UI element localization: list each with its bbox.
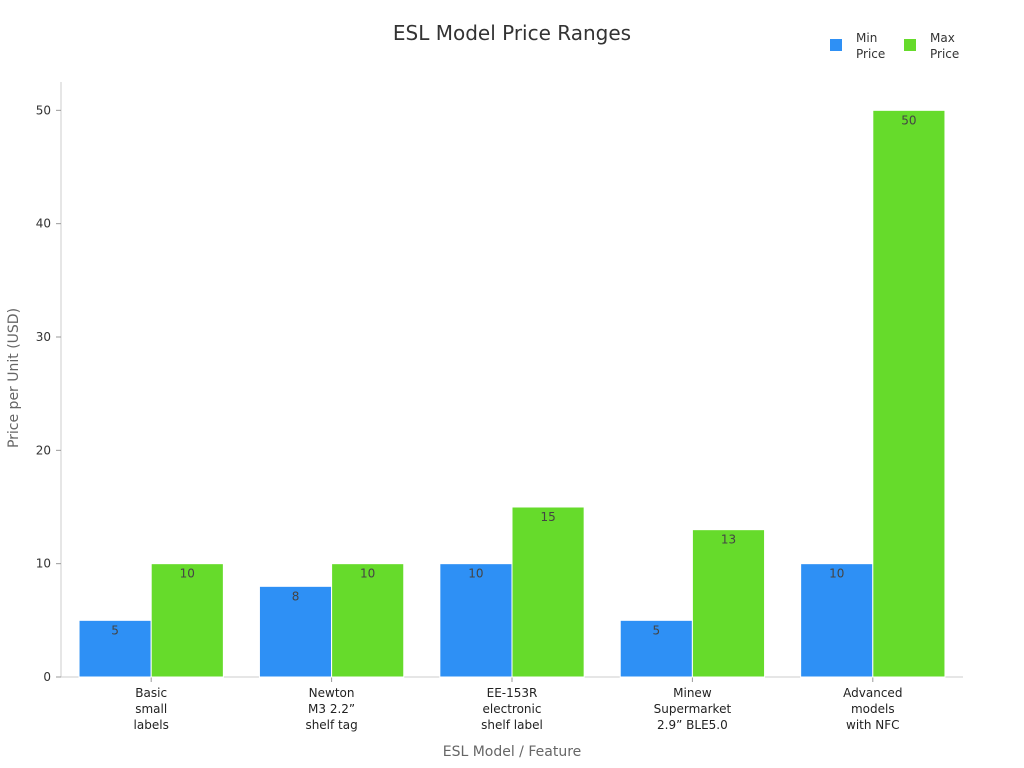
bar-value-label: 10 (360, 567, 375, 581)
x-tick-label: models (851, 702, 895, 716)
x-tick-label: labels (134, 718, 169, 732)
legend-swatch (904, 39, 916, 51)
x-tick-label: Supermarket (654, 702, 732, 716)
data-labels-group: 5 10 8 10 10 15 5 13 10 50 (111, 113, 916, 637)
bar-value-label: 15 (540, 510, 555, 524)
bar-value-label: 10 (829, 567, 844, 581)
x-tick-label: M3 2.2” (308, 702, 355, 716)
bar-value-label: 13 (721, 533, 736, 547)
legend-label: Max (930, 31, 955, 45)
x-axis: Basic small labels Newton M3 2.2” shelf tag EE… (61, 676, 963, 732)
y-axis: 0 10 20 30 40 50 (36, 82, 62, 684)
bar-value-label: 10 (180, 567, 195, 581)
y-tick-label: 30 (36, 330, 51, 344)
bar-value-label: 5 (652, 623, 660, 637)
x-tick-label: shelf tag (305, 718, 357, 732)
legend-label: Min (856, 31, 877, 45)
bar-value-label: 50 (901, 113, 916, 127)
bar-value-label: 8 (292, 589, 300, 603)
x-tick-label: shelf label (481, 718, 543, 732)
legend-label: Price (856, 47, 885, 61)
bar-value-label: 5 (111, 623, 119, 637)
bar (691, 529, 766, 678)
x-tick-label: electronic (483, 702, 542, 716)
y-tick-label: 10 (36, 557, 51, 571)
x-tick-label: Basic (135, 686, 167, 700)
bar (331, 563, 405, 678)
y-axis-title: Price per Unit (USD) (6, 308, 22, 448)
y-tick-label: 40 (36, 217, 51, 231)
chart-title: ESL Model Price Ranges (393, 21, 631, 45)
bar (511, 506, 585, 678)
bar (619, 619, 693, 678)
chart-legend: Min Price Max Price (830, 31, 959, 61)
bar (150, 563, 224, 678)
legend-swatch (830, 39, 842, 51)
bar (800, 563, 874, 678)
bar (872, 109, 946, 678)
x-tick-label: EE-153R (487, 686, 538, 700)
x-tick-label: Advanced (843, 686, 902, 700)
y-tick-label: 0 (43, 670, 51, 684)
y-tick-label: 50 (36, 103, 51, 117)
x-tick-label: small (135, 702, 167, 716)
x-tick-label: Minew (673, 686, 712, 700)
x-axis-title: ESL Model / Feature (443, 744, 582, 760)
y-tick-label: 20 (36, 443, 51, 457)
bar (439, 563, 513, 678)
bar-series-group (78, 109, 946, 678)
bar-value-label: 10 (468, 567, 483, 581)
legend-label: Price (930, 47, 959, 61)
x-tick-label: 2.9” BLE5.0 (657, 718, 728, 732)
bar (78, 619, 152, 678)
bar (258, 585, 333, 678)
x-tick-label: with NFC (846, 718, 900, 732)
x-tick-label: Newton (309, 686, 355, 700)
